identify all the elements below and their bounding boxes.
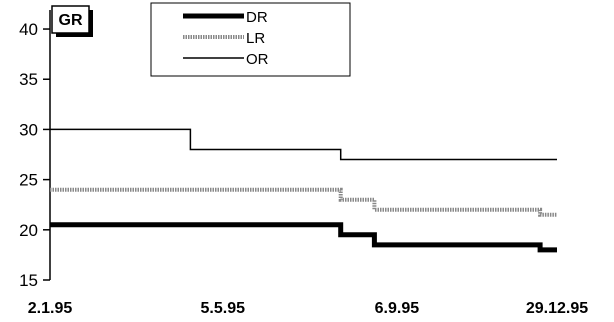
x-tick-label: 5.5.95 [201, 300, 246, 317]
y-tick-label: 40 [19, 20, 38, 39]
y-tick-label: 35 [19, 70, 38, 89]
y-tick-label: 15 [19, 271, 38, 290]
series-line-or [50, 128, 557, 161]
y-axis-ticks: 15 20 25 30 35 40 [19, 20, 50, 290]
legend-label-dr: DR [246, 9, 268, 26]
x-axis-ticks: 2.1.95 5.5.95 6.9.95 29.12.95 [28, 300, 588, 317]
x-tick-label: 2.1.95 [28, 300, 73, 317]
legend: DR LR OR [150, 2, 351, 77]
gr-badge: GR [51, 5, 93, 37]
series-line-dr [50, 222, 557, 253]
y-tick-label: 25 [19, 171, 38, 190]
legend-label-or: OR [246, 51, 269, 68]
y-tick-label: 20 [19, 221, 38, 240]
y-tick-label: 30 [19, 120, 38, 139]
x-tick-label: 6.9.95 [375, 300, 420, 317]
series-layer [50, 128, 557, 253]
series-line-lr [50, 187, 557, 217]
gr-badge-label: GR [59, 12, 83, 29]
x-tick-label: 29.12.95 [526, 300, 588, 317]
legend-label-lr: LR [246, 30, 265, 47]
